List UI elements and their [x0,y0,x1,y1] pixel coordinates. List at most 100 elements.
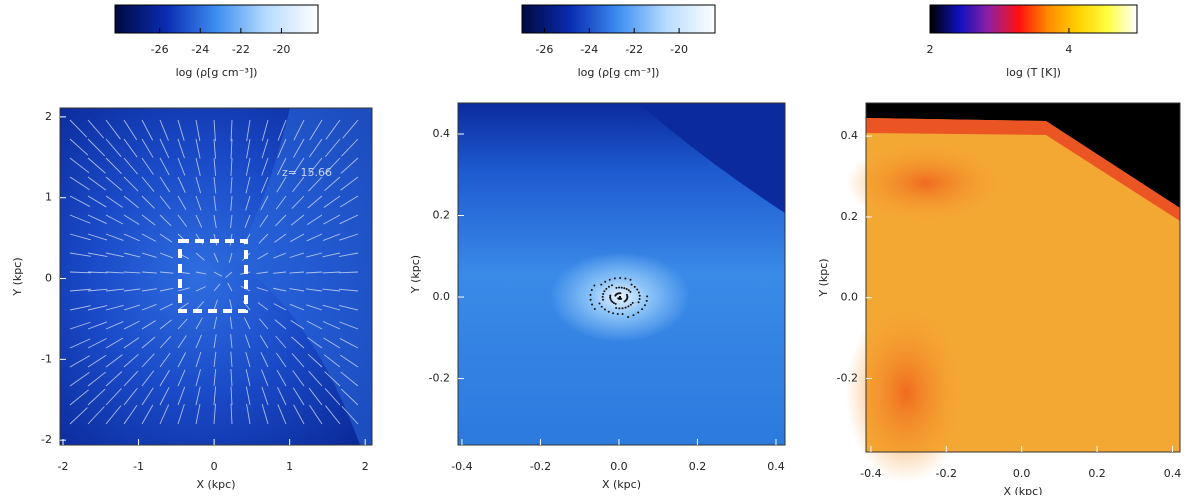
velocity-arrow [293,138,305,158]
star-particle [638,298,641,301]
velocity-arrow [159,287,174,292]
velocity-arrow [323,337,341,349]
x-tick-label: 0.0 [1013,467,1031,480]
velocity-arrow [195,334,202,349]
velocity-arrow [246,403,251,425]
velocity-arrow [230,214,233,229]
velocity-arrow [323,195,341,208]
star-particle [598,302,601,305]
x-tick-label: 0.0 [610,460,628,473]
x-tick-label: 0.2 [1088,467,1106,480]
velocity-arrow [230,334,233,349]
y-tick-label: 0.2 [841,210,859,223]
density-void [638,103,785,213]
velocity-arrow [105,271,124,274]
velocity-arrow [338,252,359,258]
velocity-arrow [260,352,269,368]
velocity-arrow [177,369,186,387]
velocity-arrow [69,195,91,207]
star-particle [601,295,604,298]
y-tick-label: -0.2 [429,372,450,385]
velocity-arrow [195,351,202,368]
velocity-arrow [105,252,124,258]
velocity-arrow [159,176,171,193]
star-particle [615,286,618,289]
star-particle [627,289,630,292]
velocity-arrow [245,386,251,406]
velocity-arrow [141,370,155,387]
y-tick-label: 0.4 [433,127,451,140]
velocity-arrow [324,176,341,192]
velocity-arrow [195,403,201,425]
velocity-arrow [105,304,124,311]
velocity-arrow [141,288,157,292]
star-particle [629,290,632,293]
density-filament [230,108,372,445]
velocity-arrow [87,288,108,292]
velocity-arrow [306,233,323,242]
star-particle [641,308,644,311]
velocity-arrow [105,119,121,140]
boundary-band [866,118,1180,221]
velocity-arrow [87,388,106,406]
velocity-arrow [289,288,305,292]
velocity-arrow [276,157,287,176]
velocity-arrow [159,271,174,274]
velocity-arrow [324,138,341,158]
velocity-arrow [69,338,91,349]
velocity-arrow [159,214,172,227]
velocity-arrow [141,387,154,406]
x-axis-label: X (kpc) [196,478,235,491]
velocity-arrow [228,252,233,263]
velocity-arrow [341,138,359,157]
colorbar-tick-label: -26 [151,43,169,56]
star-particle [603,308,606,311]
velocity-arrow [213,157,217,177]
star-particle [593,284,596,287]
star-particle [624,277,627,280]
velocity-arrow [339,233,359,241]
star-particle [625,288,628,291]
velocity-arrow [177,119,185,141]
velocity-arrow [69,321,91,330]
velocity-arrow [69,252,91,257]
velocity-arrow [292,370,305,387]
velocity-arrow [245,195,251,211]
velocity-arrow [230,195,233,211]
velocity-arrow [289,252,305,258]
velocity-arrow [277,119,287,141]
velocity-arrow [69,372,90,387]
y-tick-label: 0 [45,272,52,285]
velocity-arrow [105,157,122,174]
colorbar-label: log (ρ[g cm⁻³]) [176,66,258,79]
x-tick-label: 0.2 [689,460,707,473]
y-tick-label: 2 [45,110,52,123]
y-tick-label: -1 [41,352,52,365]
velocity-arrow [275,335,287,349]
star-particle [625,293,628,296]
panel: -26 -24 -22 -20 log (ρ[g cm⁻³]) -2 -1 0 1 2 -2 -1 0 1… [11,4,373,491]
velocity-arrow [105,354,123,368]
hot-region [846,303,966,483]
velocity-arrow [339,338,359,349]
velocity-arrow [177,335,187,349]
velocity-arrow [325,119,341,140]
velocity-arrow [290,214,305,226]
star-particle [621,307,624,310]
star-particle [637,311,640,314]
velocity-arrow [141,304,157,311]
velocity-arrow [274,233,287,243]
velocity-arrow [87,233,108,241]
velocity-arrow [277,387,287,406]
velocity-arrow [141,119,154,141]
velocity-arrow [69,271,91,274]
velocity-arrow [261,119,269,142]
colorbar-tick-label: -22 [232,43,250,56]
velocity-arrow [261,157,269,176]
x-tick-label: 2 [362,460,369,473]
velocity-arrow [339,305,359,311]
velocity-arrow [276,352,287,368]
star-particle [590,289,593,292]
velocity-arrow [307,195,323,209]
velocity-arrow [123,404,138,425]
